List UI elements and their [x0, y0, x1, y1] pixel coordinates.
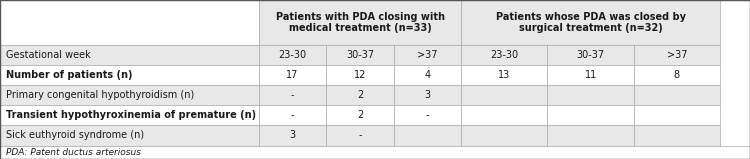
Bar — [394, 125, 461, 145]
Text: -: - — [426, 110, 429, 120]
Bar — [634, 65, 720, 85]
Text: 12: 12 — [354, 70, 366, 80]
Text: PDA: Patent ductus arteriosus: PDA: Patent ductus arteriosus — [6, 148, 141, 157]
Text: 23-30: 23-30 — [490, 50, 518, 60]
Bar — [0, 105, 259, 125]
Text: -: - — [291, 110, 294, 120]
Text: Sick euthyroid syndrome (n): Sick euthyroid syndrome (n) — [6, 131, 144, 141]
Bar — [548, 45, 634, 65]
Bar — [634, 105, 720, 125]
Bar — [259, 65, 326, 85]
Bar — [634, 125, 720, 145]
Text: 17: 17 — [286, 70, 298, 80]
Bar — [259, 45, 326, 65]
Bar — [461, 85, 548, 105]
Text: 3: 3 — [290, 131, 296, 141]
Bar — [0, 65, 259, 85]
Text: Patients with PDA closing with
medical treatment (n=33): Patients with PDA closing with medical t… — [275, 12, 445, 33]
Bar — [394, 105, 461, 125]
Text: 30-37: 30-37 — [346, 50, 374, 60]
Text: Number of patients (n): Number of patients (n) — [6, 70, 133, 80]
Text: 23-30: 23-30 — [278, 50, 307, 60]
Bar — [0, 145, 750, 159]
Text: 8: 8 — [674, 70, 680, 80]
Bar — [326, 125, 394, 145]
Bar — [548, 125, 634, 145]
Bar — [461, 45, 548, 65]
Bar — [461, 105, 548, 125]
Bar — [259, 85, 326, 105]
Text: 2: 2 — [357, 90, 363, 100]
Bar — [548, 85, 634, 105]
Text: 30-37: 30-37 — [577, 50, 604, 60]
Bar — [461, 125, 548, 145]
Text: Transient hypothyroxinemia of premature (n): Transient hypothyroxinemia of premature … — [6, 110, 256, 120]
Bar — [259, 125, 326, 145]
Text: >37: >37 — [667, 50, 687, 60]
Bar — [259, 105, 326, 125]
Bar — [0, 0, 259, 45]
Text: Patients whose PDA was closed by
surgical treatment (n=32): Patients whose PDA was closed by surgica… — [496, 12, 686, 33]
Bar — [548, 105, 634, 125]
Text: Gestational week: Gestational week — [6, 50, 91, 60]
Text: -: - — [358, 131, 362, 141]
Bar — [461, 65, 548, 85]
Bar — [548, 65, 634, 85]
Bar — [326, 105, 394, 125]
Bar — [634, 45, 720, 65]
Text: Primary congenital hypothyroidism (n): Primary congenital hypothyroidism (n) — [6, 90, 194, 100]
Bar — [0, 45, 259, 65]
Text: -: - — [291, 90, 294, 100]
Bar — [394, 85, 461, 105]
Text: 13: 13 — [498, 70, 511, 80]
Bar — [461, 0, 720, 45]
Bar — [259, 0, 461, 45]
Text: >37: >37 — [417, 50, 438, 60]
Text: 3: 3 — [424, 90, 430, 100]
Bar — [326, 65, 394, 85]
Bar — [394, 65, 461, 85]
Text: 11: 11 — [584, 70, 597, 80]
Bar — [394, 45, 461, 65]
Text: 4: 4 — [424, 70, 430, 80]
Bar — [326, 85, 394, 105]
Bar — [0, 85, 259, 105]
Text: 2: 2 — [357, 110, 363, 120]
Bar — [634, 85, 720, 105]
Bar — [326, 45, 394, 65]
Bar — [0, 125, 259, 145]
